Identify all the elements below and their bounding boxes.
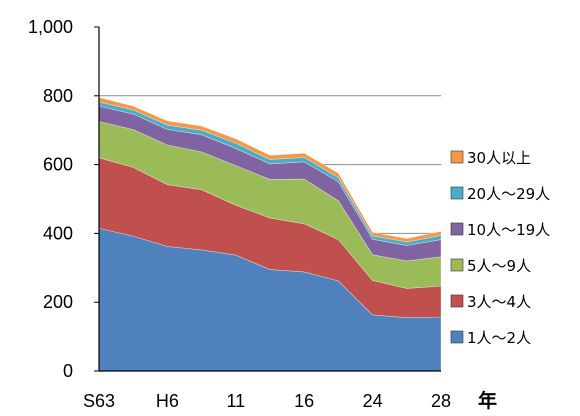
legend-swatch <box>450 222 464 236</box>
x-tick-label: 11 <box>226 391 245 411</box>
y-tick-label: 1,000 <box>28 17 73 37</box>
legend-swatch <box>450 186 464 200</box>
legend-label: 1人～2人 <box>467 329 531 347</box>
y-tick-labels: 0 200 400 600 800 1,000 <box>28 17 73 381</box>
y-tick-label: 600 <box>43 155 73 175</box>
legend-label: 3人～4人 <box>467 293 531 311</box>
legend-label: 20人～29人 <box>467 185 550 203</box>
y-tick-label: 0 <box>63 361 73 381</box>
x-axis-unit-label: 年 <box>478 389 497 412</box>
area-series-6 <box>98 97 442 243</box>
x-tick-labels: S63 H6 11 16 24 28 <box>83 391 451 411</box>
legend-swatch <box>450 150 464 164</box>
legend: 30人以上 20人～29人 10人～19人 5人～9人 3人～4人 1人～2人 <box>450 149 550 347</box>
legend-swatch <box>450 330 464 344</box>
y-tick-label: 800 <box>43 86 73 106</box>
legend-label: 5人～9人 <box>467 257 531 275</box>
legend-label: 10人～19人 <box>467 221 550 239</box>
axes <box>94 26 441 372</box>
x-tick-label: 28 <box>431 391 451 411</box>
legend-swatch <box>450 258 464 272</box>
y-tick-label: 400 <box>43 223 73 243</box>
areas <box>98 97 442 372</box>
x-tick-label: 16 <box>294 391 314 411</box>
x-tick-label: S63 <box>83 391 115 411</box>
y-tick-label: 200 <box>43 292 73 312</box>
x-tick-label: 24 <box>363 391 383 411</box>
legend-label: 30人以上 <box>467 149 531 167</box>
x-tick-label: H6 <box>156 391 179 411</box>
legend-swatch <box>450 294 464 308</box>
